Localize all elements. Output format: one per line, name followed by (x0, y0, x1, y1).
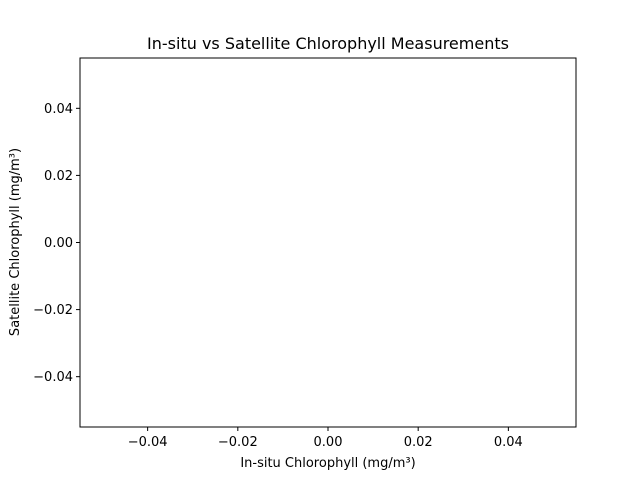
y-tick-label: 0.04 (44, 102, 73, 117)
x-axis-ticks: −0.04 −0.02 0.00 0.02 0.04 (128, 427, 523, 450)
x-tick-label: −0.04 (128, 435, 168, 450)
chart-title: In-situ vs Satellite Chlorophyll Measure… (147, 34, 509, 53)
y-tick-label: −0.02 (33, 303, 73, 318)
x-tick-label: 0.02 (404, 435, 433, 450)
y-axis-ticks: −0.04 −0.02 0.00 0.02 0.04 (33, 102, 80, 385)
x-axis-title: In-situ Chlorophyll (mg/m³) (240, 456, 415, 471)
y-tick-label: 0.02 (44, 169, 73, 184)
y-tick-label: −0.04 (33, 370, 73, 385)
x-tick-label: 0.04 (494, 435, 523, 450)
x-tick-label: 0.00 (314, 435, 343, 450)
y-axis-title: Satellite Chlorophyll (mg/m³) (8, 148, 23, 336)
plot-area (79, 57, 577, 428)
x-tick-label: −0.02 (218, 435, 258, 450)
y-tick-label: 0.00 (44, 236, 73, 251)
plot-frame (79, 57, 577, 428)
